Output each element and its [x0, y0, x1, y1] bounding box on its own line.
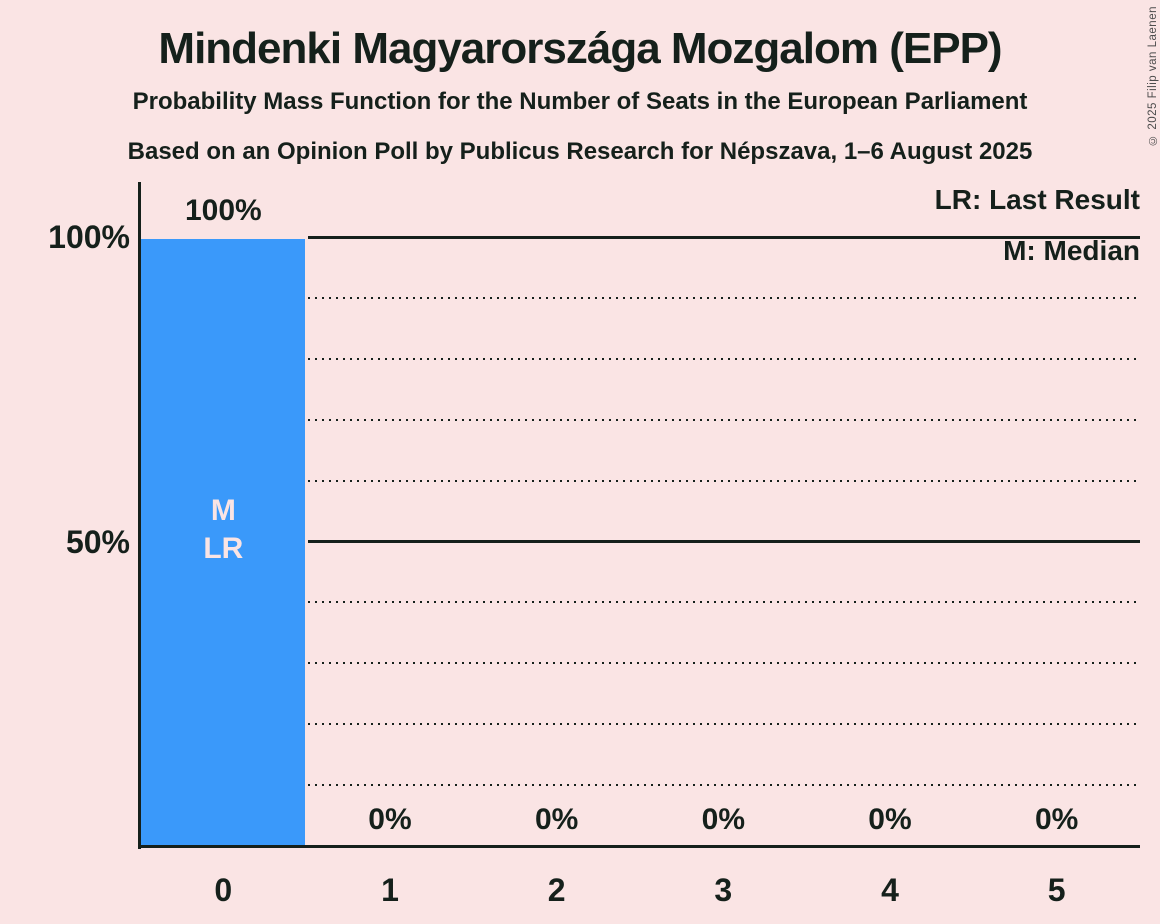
x-tick-label-1: 1 [381, 872, 399, 908]
gridline-dotted-60pct [307, 479, 1140, 482]
x-tick-label-0: 0 [214, 872, 233, 908]
value-label-seats-2: 0% [534, 803, 579, 836]
value-label-seats-1: 0% [368, 803, 412, 836]
x-axis-line [138, 845, 1140, 848]
gridline-dotted-40pct [307, 601, 1140, 604]
bar-seats-0 [141, 238, 305, 845]
value-label-seats-3: 0% [701, 803, 745, 836]
legend-median: M: Median [1003, 235, 1140, 266]
x-tick-label-5: 5 [1047, 872, 1066, 908]
value-label-seats-5: 0% [1034, 803, 1079, 836]
gridline-dotted-90pct [307, 296, 1140, 299]
x-tick-label-4: 4 [881, 872, 899, 908]
gridline-dotted-30pct [307, 662, 1140, 665]
x-tick-label-3: 3 [714, 872, 733, 908]
gridline-dotted-70pct [307, 418, 1140, 421]
gridline-dotted-80pct [307, 357, 1140, 360]
bar-annotation-line: M [210, 494, 236, 527]
gridline-solid-100pct [307, 235, 1140, 239]
value-label-seats-0: 100% [184, 194, 262, 227]
bar-annotation-line: LR [203, 532, 244, 565]
legend-last-result: LR: Last Result [934, 184, 1140, 215]
gridline-dotted-20pct [307, 723, 1140, 726]
gridline-solid-50pct [307, 540, 1140, 543]
chart-subtitle-1: Probability Mass Function for the Number… [132, 88, 1028, 115]
y-axis-label-50pct: 50% [65, 523, 130, 560]
y-axis-line [138, 182, 141, 849]
gridline-dotted-10pct [307, 784, 1140, 787]
value-label-seats-4: 0% [868, 803, 912, 836]
y-axis-label-100pct: 100% [48, 219, 130, 255]
x-tick-label-2: 2 [547, 872, 566, 908]
bar-annotation-median-lastresult: M LR [140, 492, 307, 568]
chart-subtitle-2: Based on an Opinion Poll by Publicus Res… [127, 138, 1033, 165]
chart-title: Mindenki Magyarországa Mozgalom (EPP) [158, 24, 1002, 73]
